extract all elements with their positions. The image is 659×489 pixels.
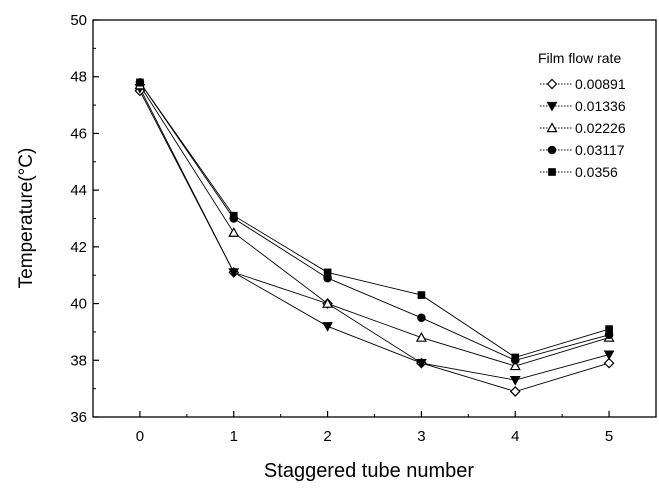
data-point-series-3 [322,297,334,308]
x-tick-label: 0 [136,428,144,445]
x-axis-label: Staggered tube number [264,460,474,482]
data-point-series-2 [509,376,521,386]
data-point-series-2 [416,359,427,369]
series-markers [134,78,615,397]
legend-entry-label: 0.02226 [575,120,626,136]
series-line-2 [139,87,610,381]
x-tick-label: 3 [417,428,425,445]
legend-marker [546,78,558,90]
series-line-3 [139,84,610,367]
y-axis-label: Temperature(°C) [16,148,37,289]
data-point-series-5 [323,268,332,277]
series-line-4 [139,82,610,361]
y-tick-label: 48 [70,69,87,86]
series-line-5 [139,82,610,358]
data-point-series-3 [415,331,427,342]
legend-marker [546,101,558,112]
data-point-series-5 [136,78,144,87]
legend-entry-label: 0.01336 [575,98,626,114]
y-tick-label: 50 [70,12,87,29]
data-point-series-3 [228,226,240,237]
legend-marker [547,145,557,155]
legend-entry-label: 0.0356 [575,164,618,180]
series-lines [139,82,610,392]
data-point-series-2 [603,350,615,361]
plot-frame [92,19,657,418]
y-tick-label: 40 [70,296,87,313]
data-point-series-1 [509,386,521,397]
data-point-series-1 [603,357,615,369]
data-point-series-4 [417,313,426,323]
y-tick-label: 44 [70,182,87,199]
legend-marker [548,168,556,176]
data-point-series-5 [511,353,520,362]
axis-ticks: 36 38 40 42 44 46 48 50 0 1 2 3 4 5 [70,12,613,445]
legend-title: Film flow rate [538,50,621,66]
data-point-series-3 [509,360,521,371]
y-tick-label: 36 [70,409,87,426]
data-point-series-5 [229,211,238,220]
y-tick-label: 38 [70,352,87,369]
data-point-series-5 [605,325,613,333]
x-tick-label: 1 [230,428,238,445]
x-tick-label: 2 [323,428,331,445]
legend-entry-label: 0.00891 [575,76,626,92]
data-point-series-2 [228,268,240,278]
y-tick-label: 42 [70,239,87,256]
data-point-series-2 [322,322,333,332]
y-tick-label: 46 [70,125,87,142]
legend-entry-label: 0.03117 [575,142,625,158]
legend: Film flow rate 0.00891 0.01336 0.02226 0.03… [538,50,626,180]
x-tick-label: 4 [511,428,519,445]
legend-marker [546,122,558,133]
series-line-1 [139,90,610,392]
x-tick-label: 5 [605,428,613,445]
data-point-series-5 [417,291,426,299]
